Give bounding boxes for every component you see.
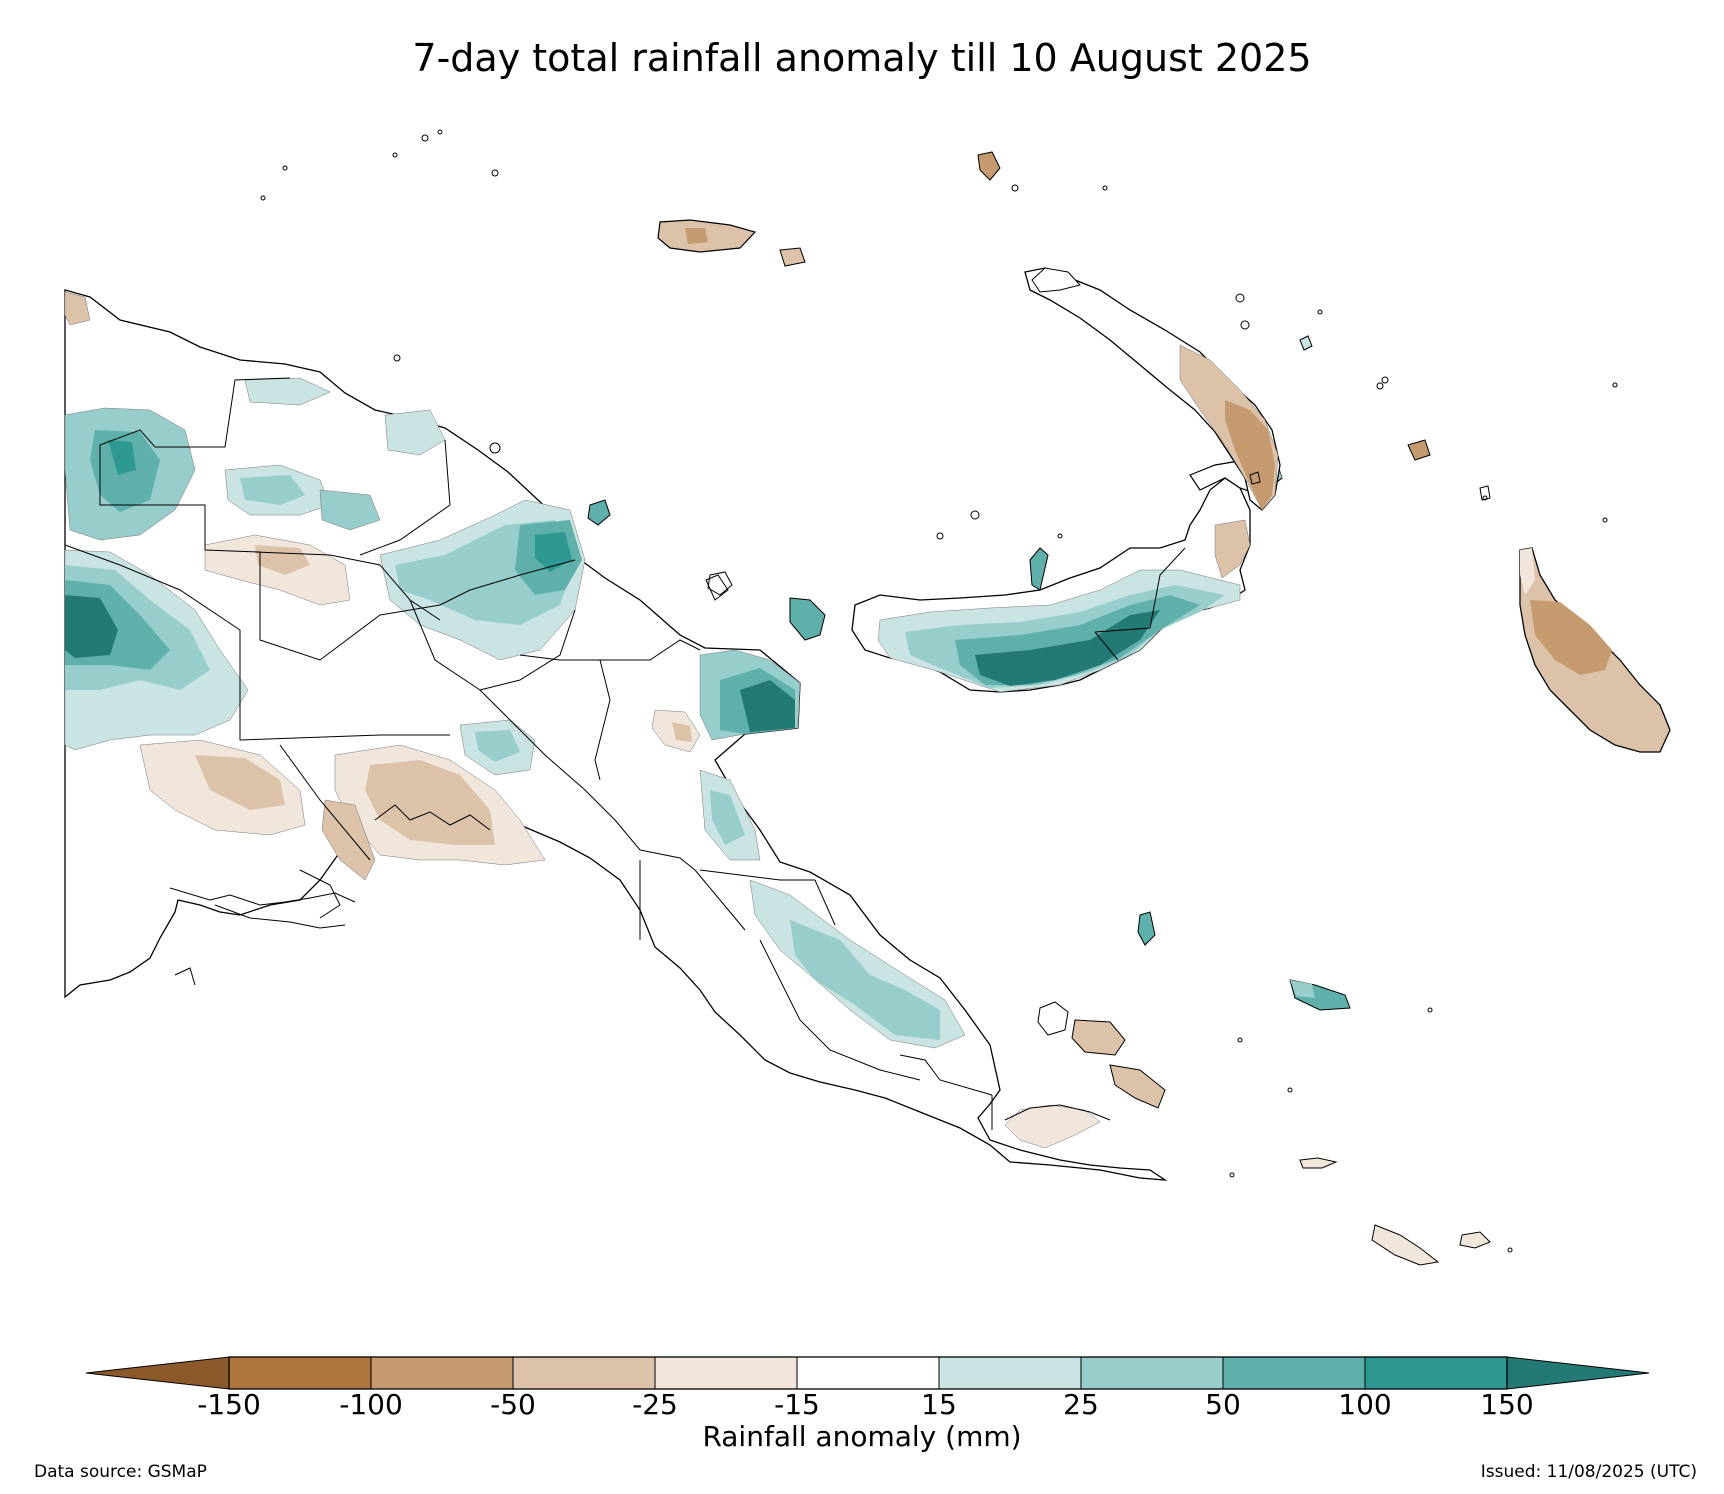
colorbar-tick: -50 [490,1388,536,1421]
trobriand [1137,911,1156,946]
colorbar-tick: -15 [774,1388,820,1421]
colorbar-label: Rainfall anomaly (mm) [702,1420,1022,1453]
patch-dry-south-1b [195,755,285,810]
nb-boundary [1094,547,1186,661]
patch-north-teal-4 [244,377,331,406]
rossel [1459,1231,1491,1249]
feni-small [1479,485,1491,501]
manus-core [685,228,708,244]
patch-nb-dry [1214,519,1251,579]
new-ireland-outline [1024,267,1281,511]
patch-north-teal-3 [384,409,446,456]
mussau [977,151,1001,181]
manus-east [779,247,806,267]
colorbar-bin-6 [939,1357,1081,1389]
small-islands [587,151,1491,1266]
patch-dry-central-small-b [672,722,692,742]
tanga [1299,335,1313,351]
colorbar-bin-3 [513,1357,655,1389]
colorbar-bin-4 [655,1357,797,1389]
colorbar-tick: -100 [339,1388,403,1421]
patch-dry-nw [64,291,91,326]
patch-w-dark [65,595,118,658]
karkar [587,499,611,526]
colorbar-tick: 25 [1063,1388,1099,1421]
province-boundaries [64,377,993,1130]
colorbar [85,1356,1650,1390]
woodlark-light [1290,980,1315,998]
patch-boug-dry-mid [1530,600,1612,675]
misima [1299,1157,1338,1169]
colorbar-frame [228,1356,1508,1390]
patch-north-teal-1b [240,475,305,505]
colorbar-bin-1 [229,1357,371,1389]
patch-ni-dry-mid [1225,400,1275,510]
colorbar-bin-5 [797,1357,939,1389]
colorbar-bin-2 [371,1357,513,1389]
patch-se-teal-mid [790,920,940,1040]
lihir [1407,439,1431,461]
patch-nb-dark [975,610,1160,686]
colorbar-tick: 15 [921,1388,957,1421]
colorbar-bin-8 [1223,1357,1365,1389]
new-ireland [1024,267,1281,511]
normanby [1109,1064,1166,1109]
colorbar-tick: -150 [197,1388,261,1421]
patch-center-dark [535,532,572,572]
se-tip-dry [1004,1104,1101,1149]
patch-north-teal-2 [319,489,381,531]
colorbar-bin-9 [1365,1357,1507,1389]
bougainville [1519,547,1671,753]
patch-dry-south-2b [365,760,495,845]
long-island [789,597,826,641]
colorbar-tick: 150 [1480,1388,1534,1421]
data-source-note: Data source: GSMaP [34,1462,207,1482]
patch-south-teal-1b [710,790,745,845]
patch-east-coast-dark [740,680,795,732]
mainland-outline [64,289,1168,1181]
mainland-png [64,289,1168,1181]
colorbar-tick: -25 [632,1388,678,1421]
patch-dry-south-3 [321,799,376,881]
patch-nw-dark [108,440,136,475]
willaumez [1029,547,1049,591]
colorbar-bin-7 [1081,1357,1223,1389]
fergusson [1071,1019,1126,1056]
sudest [1371,1224,1440,1266]
colorbar-dividers [370,1357,1366,1389]
issued-date-note: Issued: 11/08/2025 (UTC) [1480,1462,1697,1482]
goodenough [1037,1001,1069,1036]
islets [260,129,1618,1253]
manus-islands [657,219,806,267]
new-hanover [1031,267,1081,293]
colorbar-tick: 50 [1205,1388,1241,1421]
new-britain [851,457,1283,693]
patch-boug-dry-light [1520,548,1535,595]
coast-details [169,804,491,986]
colorbar-high-extend [1506,1356,1650,1390]
colorbar-tick: 100 [1338,1388,1392,1421]
map-title: 7-day total rainfall anomaly till 10 Aug… [412,36,1312,80]
patch-central-teal-2b [475,730,520,762]
se-tip-outline [1004,1104,1111,1121]
colorbar-low-extend [85,1356,230,1390]
